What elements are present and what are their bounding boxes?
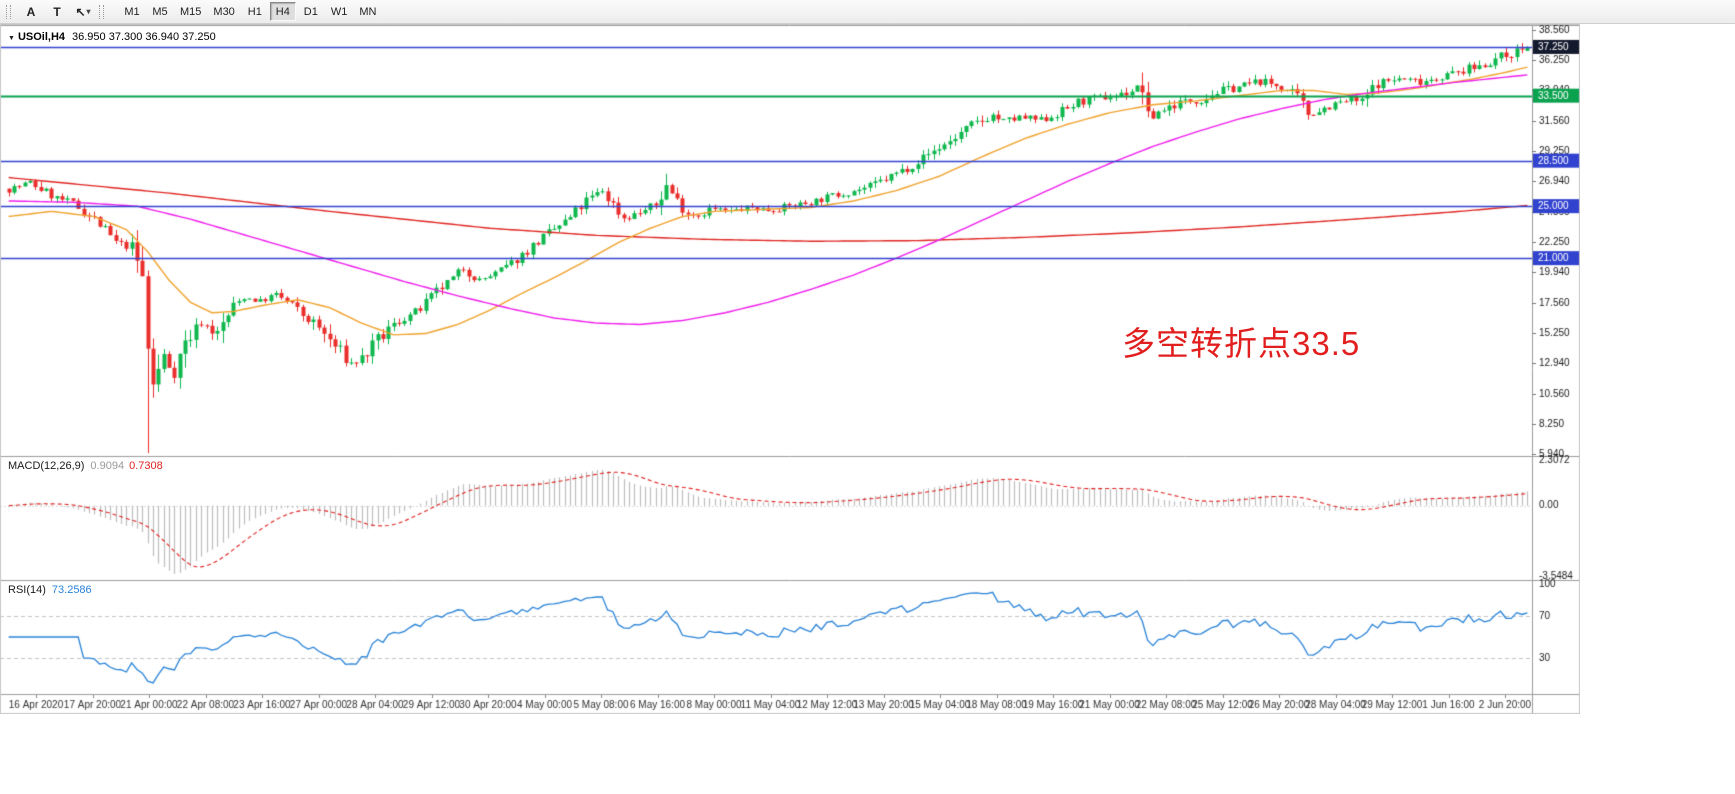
rsi-value: 73.2586 xyxy=(51,584,92,596)
macd-signal-value: 0.7308 xyxy=(129,460,163,472)
chart-annotation-text[interactable]: 多空转折点33.5 xyxy=(1122,325,1361,362)
timeframe-button-h4[interactable]: H4 xyxy=(269,2,296,21)
timeframe-button-m15[interactable]: M15 xyxy=(175,2,206,21)
symbol-info: ▼ USOil,H4 36.950 37.300 36.940 37.250 xyxy=(8,31,216,43)
timeframe-button-m1[interactable]: M1 xyxy=(119,2,145,21)
timeframe-toolbar-drag-handle[interactable] xyxy=(99,4,104,19)
text-tool-button[interactable]: T xyxy=(45,2,69,22)
rsi-indicator-label: RSI(14) 73.2586 xyxy=(8,584,92,596)
toolbar: A T ↖ ▾ M1 M5 M15 M30 H1 H4 D1 W1 MN xyxy=(0,0,1735,24)
timeframe-button-mn[interactable]: MN xyxy=(354,2,381,21)
rsi-name: RSI(14) xyxy=(8,584,46,596)
toolbar-drag-handle[interactable] xyxy=(6,4,11,19)
macd-indicator-label: MACD(12,26,9) 0.9094 0.7308 xyxy=(8,460,163,472)
timeframe-button-h1[interactable]: H1 xyxy=(242,2,268,21)
dropdown-caret-icon: ▾ xyxy=(86,7,91,16)
price-chart-canvas[interactable] xyxy=(0,24,1580,714)
timeframe-button-m30[interactable]: M30 xyxy=(208,2,239,21)
text-label-tool-button[interactable]: A xyxy=(19,2,43,22)
symbol-label: USOil,H4 xyxy=(17,31,66,43)
chart-window: ▼ USOil,H4 36.950 37.300 36.940 37.250 MAC… xyxy=(0,24,1580,714)
timeframe-toolbar: M1 M5 M15 M30 H1 H4 D1 W1 MN xyxy=(118,2,382,21)
timeframe-button-d1[interactable]: D1 xyxy=(298,2,324,21)
ohlc-values: 36.950 37.300 36.940 37.250 xyxy=(72,31,216,43)
macd-name: MACD(12,26,9) xyxy=(8,460,85,472)
arrow-icon: ↖ xyxy=(75,4,86,19)
timeframe-button-w1[interactable]: W1 xyxy=(326,2,353,21)
symbol-dropdown-icon[interactable]: ▼ xyxy=(8,35,15,42)
macd-value: 0.9094 xyxy=(90,460,125,472)
timeframe-button-m5[interactable]: M5 xyxy=(147,2,173,21)
arrow-objects-button[interactable]: ↖ ▾ xyxy=(71,2,95,22)
